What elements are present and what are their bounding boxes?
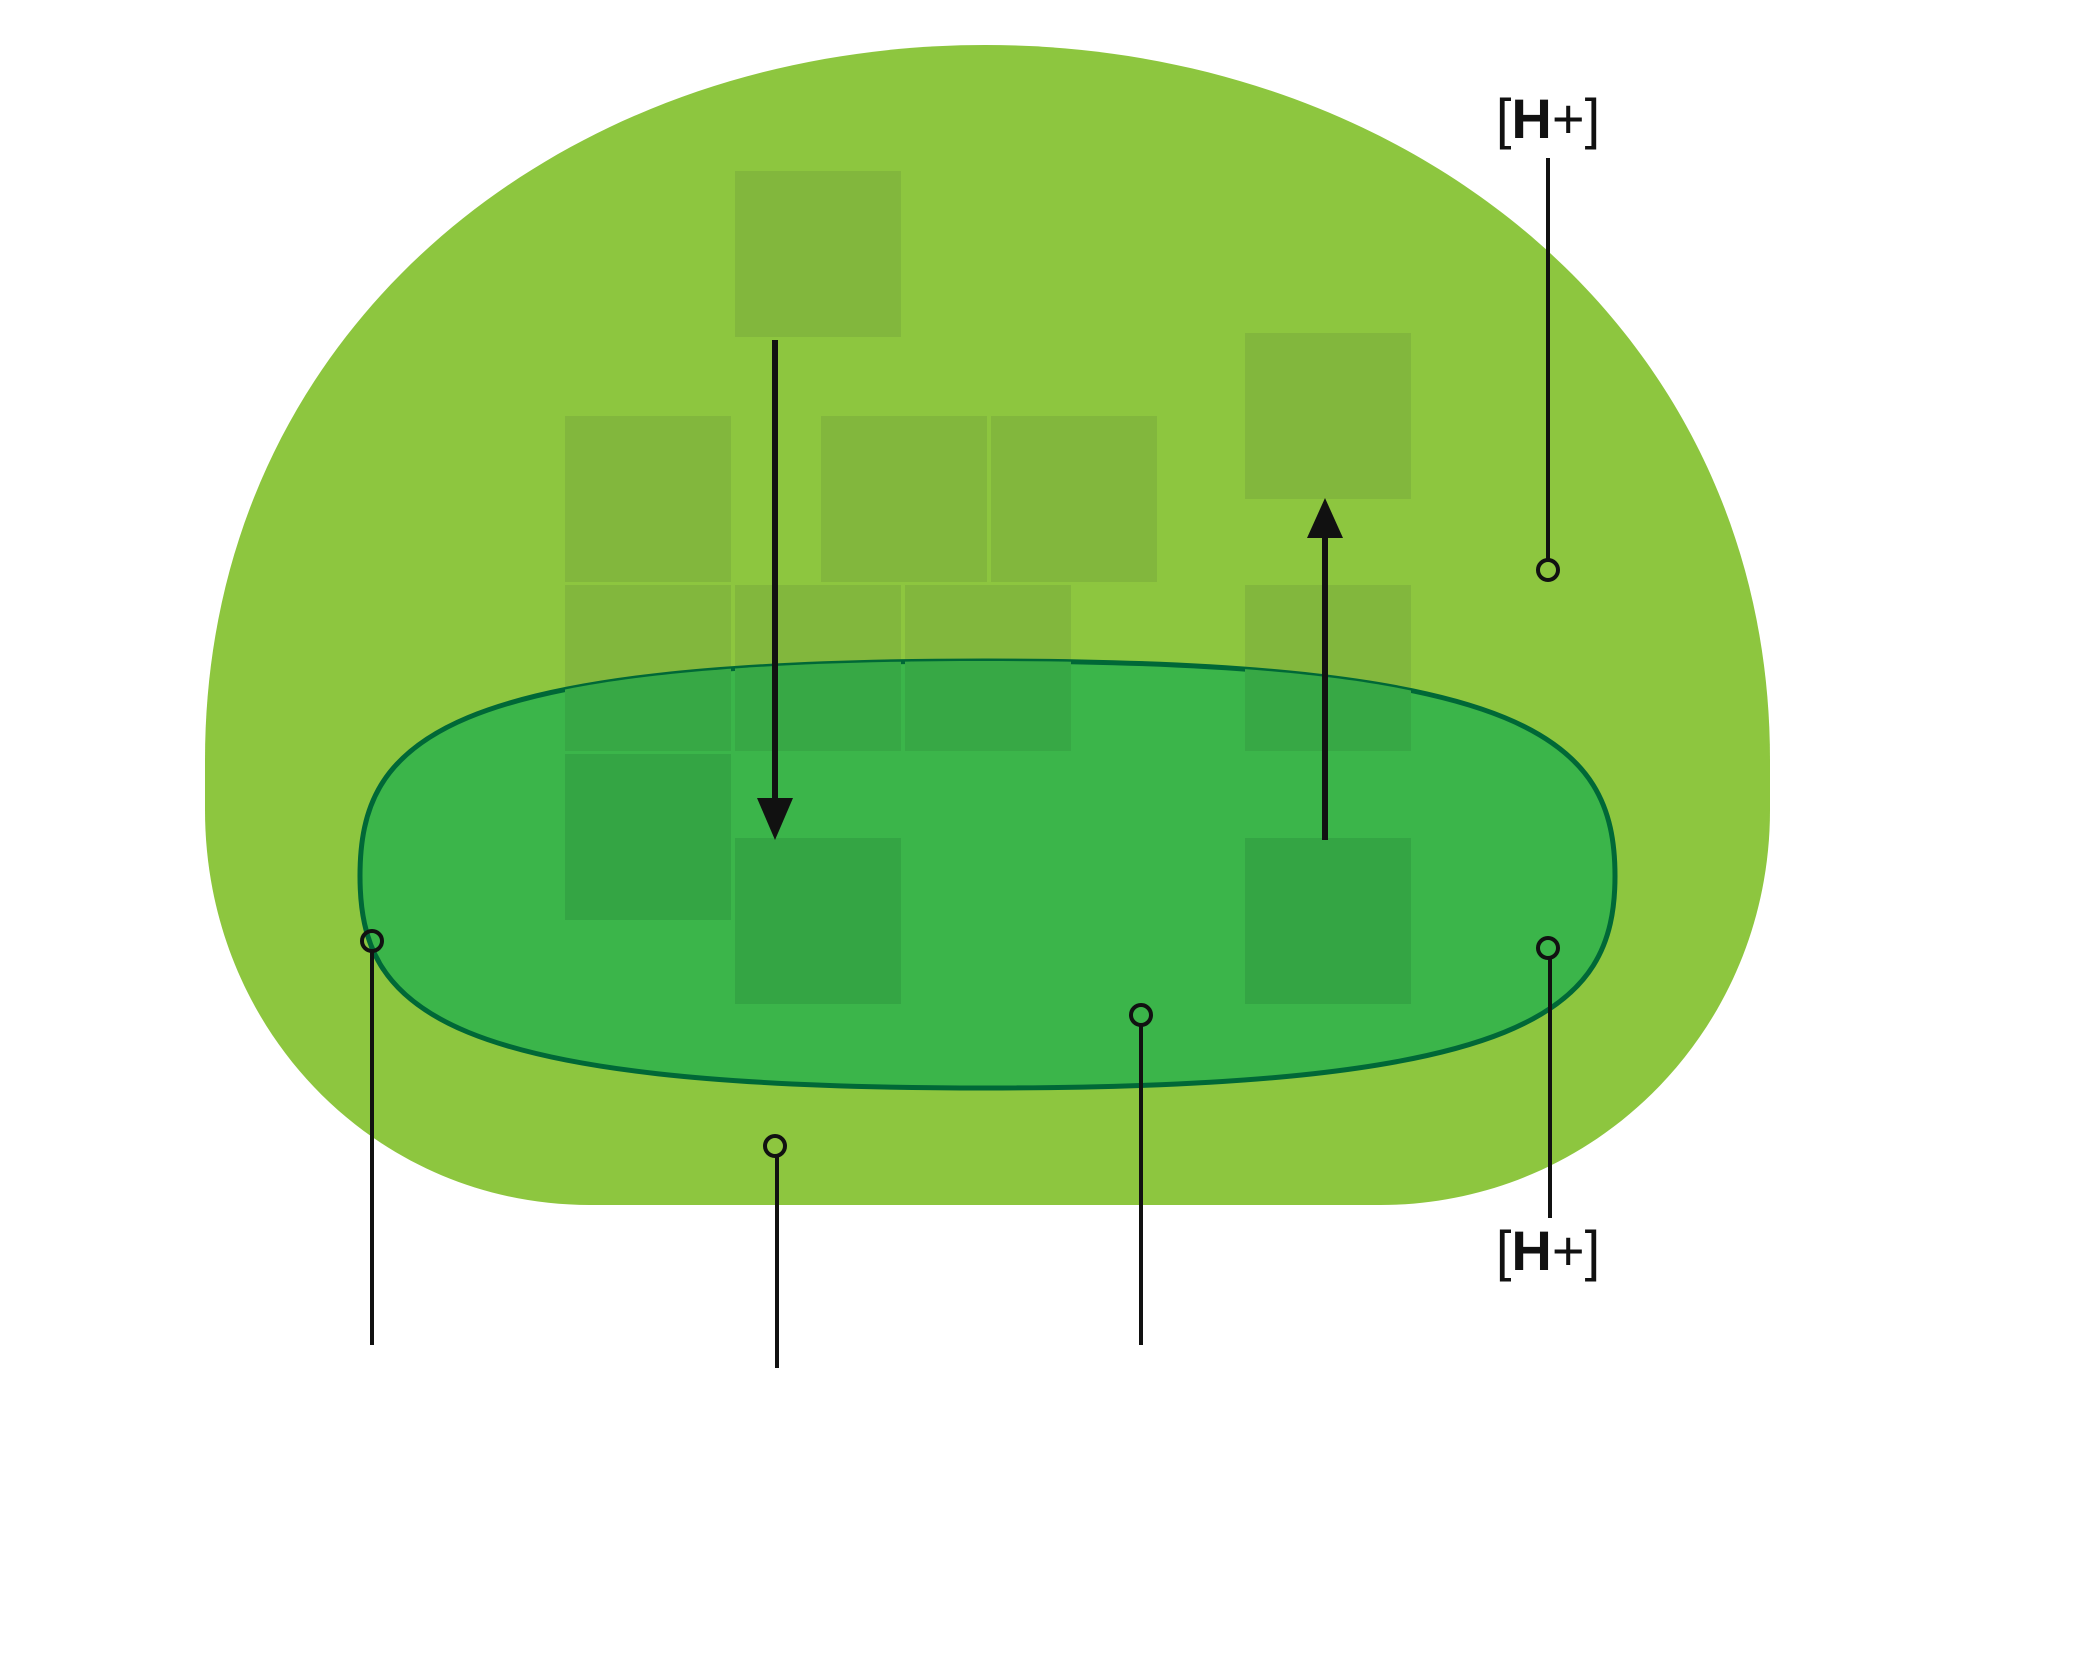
inner-square [1245,838,1411,1004]
inner-square [735,838,901,1004]
overlap-square [735,661,901,751]
inner-square [565,754,731,920]
circle-marker-icon [1536,558,1560,582]
h-plus-label-top: [H+] [1496,87,1600,150]
overlap-square [905,661,1071,751]
outer-square [991,416,1157,582]
leader-line-h-bottom [1536,936,1560,1218]
arrowhead-icon [1307,498,1343,538]
arrowhead-icon [757,798,793,840]
outer-square [565,416,731,582]
leader-line-center-right [1129,1003,1153,1345]
leader-line-center-left [763,1134,787,1368]
outer-square [821,416,987,582]
outer-square [735,171,901,337]
leader-line-left [360,929,384,1345]
outer-square [1245,333,1411,499]
inner-square-grid [565,754,1411,1004]
leader-line-h-top [1536,158,1560,582]
arrow-up [1307,498,1343,840]
h-plus-label-bottom: [H+] [1496,1219,1600,1282]
arrow-down [757,340,793,840]
